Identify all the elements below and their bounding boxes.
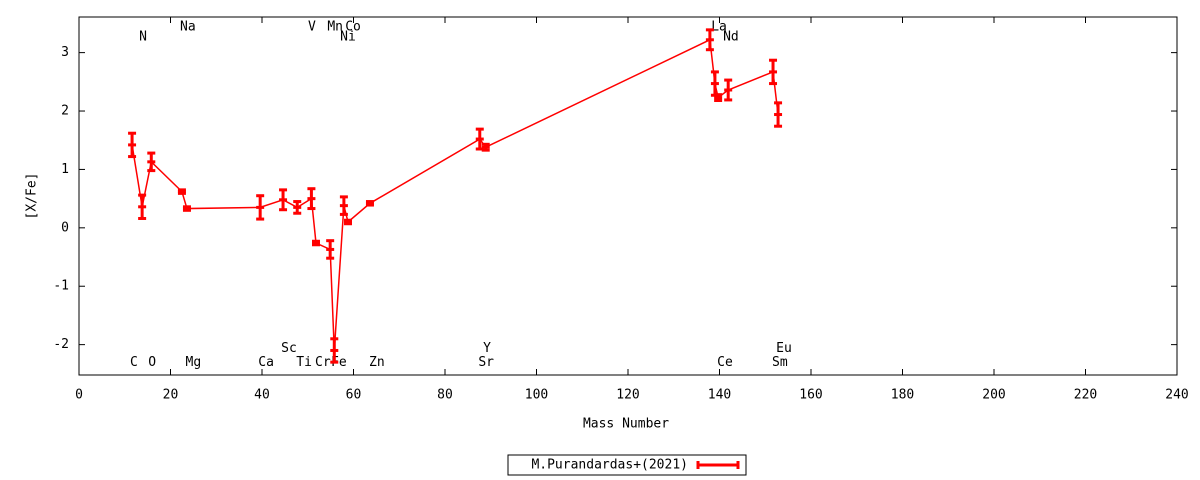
element-label: La bbox=[711, 19, 727, 34]
x-tick-label: 60 bbox=[346, 388, 362, 403]
element-label: Sm bbox=[772, 355, 788, 370]
x-tick-label: 220 bbox=[1074, 388, 1097, 403]
x-tick-label: 20 bbox=[163, 388, 179, 403]
element-label: Nd bbox=[723, 29, 739, 44]
legend-box bbox=[507, 454, 747, 476]
data-line bbox=[131, 38, 779, 351]
element-label: O bbox=[148, 355, 156, 370]
x-tick-label: 160 bbox=[799, 388, 822, 403]
element-label: Ca bbox=[258, 355, 274, 370]
y-tick-label: -1 bbox=[53, 279, 69, 294]
element-label: V bbox=[308, 19, 316, 34]
plot-frame bbox=[78, 16, 1178, 376]
element-label: Ti bbox=[296, 355, 312, 370]
element-label: Na bbox=[180, 19, 196, 34]
element-label: Eu bbox=[776, 341, 792, 356]
element-label: Mn bbox=[327, 19, 343, 34]
x-tick-label: 180 bbox=[891, 388, 914, 403]
element-label: Cr bbox=[315, 355, 331, 370]
element-label: N bbox=[139, 29, 147, 44]
element-label: C bbox=[130, 355, 138, 370]
element-label: Zn bbox=[369, 355, 385, 370]
y-tick-label: 1 bbox=[61, 162, 69, 177]
legend-label: M.Purandardas+(2021) bbox=[531, 458, 688, 473]
x-tick-label: 120 bbox=[616, 388, 639, 403]
x-tick-label: 80 bbox=[437, 388, 453, 403]
x-tick-label: 40 bbox=[254, 388, 270, 403]
x-tick-label: 240 bbox=[1165, 388, 1188, 403]
x-axis-label: Mass Number bbox=[583, 417, 669, 432]
x-tick-label: 100 bbox=[525, 388, 548, 403]
element-label: Sc bbox=[281, 341, 297, 356]
y-tick-label: 2 bbox=[61, 104, 69, 119]
y-tick-label: -2 bbox=[53, 337, 69, 352]
y-axis-label: [X/Fe] bbox=[25, 173, 40, 220]
y-tick-label: 0 bbox=[61, 220, 69, 235]
x-tick-label: 140 bbox=[708, 388, 731, 403]
element-label: Ce bbox=[717, 355, 733, 370]
element-label: Sr bbox=[478, 355, 494, 370]
y-tick-label: 3 bbox=[61, 45, 69, 60]
x-tick-label: 0 bbox=[75, 388, 83, 403]
element-label: Y bbox=[483, 341, 491, 356]
element-label: Mg bbox=[186, 355, 202, 370]
element-label: Ni bbox=[340, 29, 356, 44]
x-tick-label: 200 bbox=[982, 388, 1005, 403]
element-label: Co bbox=[345, 19, 361, 34]
